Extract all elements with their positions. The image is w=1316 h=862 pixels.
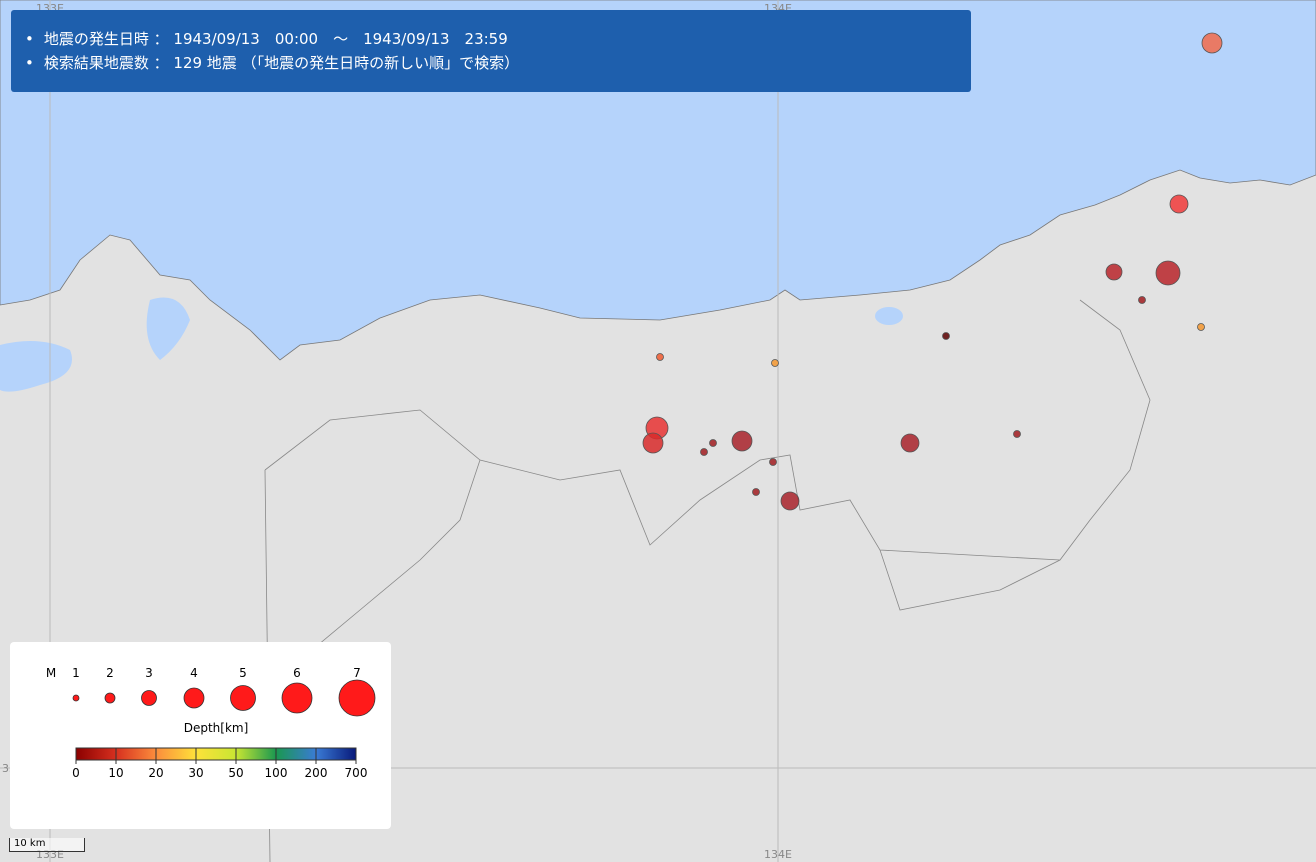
magnitude-label: 6 [293, 666, 301, 680]
magnitude-symbol [72, 694, 80, 702]
depth-color [156, 748, 196, 760]
earthquake [942, 332, 950, 340]
magnitude-label: 5 [239, 666, 247, 680]
lake [875, 307, 903, 325]
info-line: 検索結果地震数 ： 129 地震 （「地震の発生日時の新しい順」で検索） [25, 52, 971, 76]
depth-title: Depth[km] [184, 721, 249, 735]
earthquake [731, 430, 753, 452]
search-info: 地震の発生日時 ： 1943/09/13 00:00 ～ 1943/09/13 … [11, 10, 971, 92]
earthquake [1105, 263, 1123, 281]
magnitude-symbol [230, 685, 256, 711]
depth-color [116, 748, 156, 760]
magnitude-symbol [183, 687, 205, 709]
magnitude-label: 1 [72, 666, 80, 680]
depth-color [236, 748, 276, 760]
boundary [264, 299, 1151, 862]
grid-label: 134E [764, 848, 792, 861]
earthquake [780, 491, 800, 511]
info-line: 地震の発生日時 ： 1943/09/13 00:00 ～ 1943/09/13 … [25, 28, 971, 52]
earthquake [709, 439, 717, 447]
magnitude-symbol [281, 682, 313, 714]
depth-label: 100 [265, 766, 288, 780]
depth-label: 700 [345, 766, 368, 780]
depth-color [76, 748, 116, 760]
magnitude-title: M [46, 666, 56, 680]
earthquake [1013, 430, 1021, 438]
legend: M Depth[km] 1 2 3 4 5 6 7 0 10 20 30 50 100 200 700 [10, 642, 391, 829]
earthquake [752, 488, 760, 496]
earthquake [642, 432, 664, 454]
legend-graphic: M Depth[km] 1 2 3 4 5 6 7 0 10 20 30 50 100 200 700 [46, 666, 376, 780]
lake [0, 341, 72, 392]
depth-color [196, 748, 236, 760]
scale-bar: 10 km [9, 838, 85, 852]
depth-label: 50 [228, 766, 243, 780]
magnitude-label: 7 [353, 666, 361, 680]
magnitude-symbol [338, 679, 376, 717]
depth-color [276, 748, 316, 760]
depth-color [316, 748, 356, 760]
depth-label: 0 [72, 766, 80, 780]
earthquake [900, 433, 920, 453]
depth-label: 10 [108, 766, 123, 780]
earthquakes [642, 32, 1223, 511]
depth-label: 200 [305, 766, 328, 780]
depth-label: 30 [188, 766, 203, 780]
earthquake [656, 353, 664, 361]
earthquake [700, 448, 708, 456]
earthquake [769, 458, 777, 466]
earthquake [1197, 323, 1205, 331]
earthquake [771, 359, 779, 367]
magnitude-symbol [104, 692, 116, 704]
earthquake [1169, 194, 1189, 214]
depth-label: 20 [148, 766, 163, 780]
magnitude-label: 2 [106, 666, 114, 680]
magnitude-label: 4 [190, 666, 198, 680]
lagoon [146, 297, 190, 360]
magnitude-symbol [141, 690, 157, 706]
earthquake [1201, 32, 1223, 54]
magnitude-label: 3 [145, 666, 153, 680]
earthquake [1155, 260, 1181, 286]
earthquake [1138, 296, 1146, 304]
